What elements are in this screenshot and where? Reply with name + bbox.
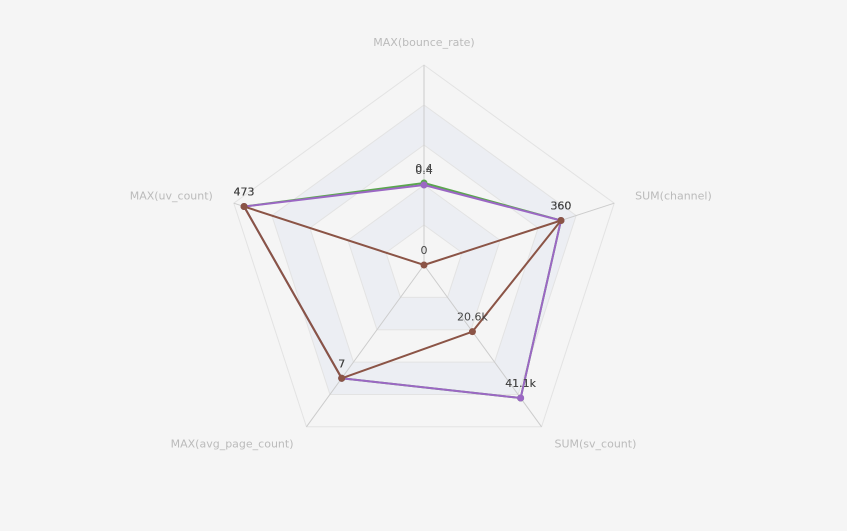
value-label: 473	[234, 186, 255, 199]
point	[420, 261, 428, 269]
series-line	[241, 204, 564, 380]
point	[517, 394, 525, 402]
axis-name: SUM(channel)	[635, 189, 712, 202]
axis-name: MAX(uv_count)	[130, 189, 213, 202]
value-label: 360	[550, 200, 571, 213]
axis-name: MAX(avg_page_count)	[171, 438, 294, 451]
point	[468, 328, 476, 336]
axis-name: MAX(bounce_rate)	[373, 36, 474, 49]
value-label: 20.6k	[457, 311, 488, 324]
value-label: 7	[338, 357, 345, 370]
value-label: 360	[550, 200, 571, 213]
value-label: 41.1k	[505, 377, 536, 390]
series-line	[242, 183, 563, 400]
value-label: 360	[550, 200, 571, 213]
value-label: 7	[338, 357, 345, 370]
value-label: 473	[234, 186, 255, 199]
axis-line	[306, 264, 425, 428]
value-label: 41.1k	[505, 377, 536, 390]
point	[557, 217, 565, 225]
value-label: 7	[338, 357, 345, 370]
axis-name: SUM(sv_count)	[554, 438, 636, 451]
value-label: 0.4	[415, 162, 433, 175]
point	[338, 374, 346, 382]
point	[420, 181, 428, 189]
value-label: 0	[421, 244, 428, 257]
value-label: 0.4	[415, 164, 433, 177]
value-label: 473	[234, 186, 255, 199]
point	[240, 203, 248, 211]
